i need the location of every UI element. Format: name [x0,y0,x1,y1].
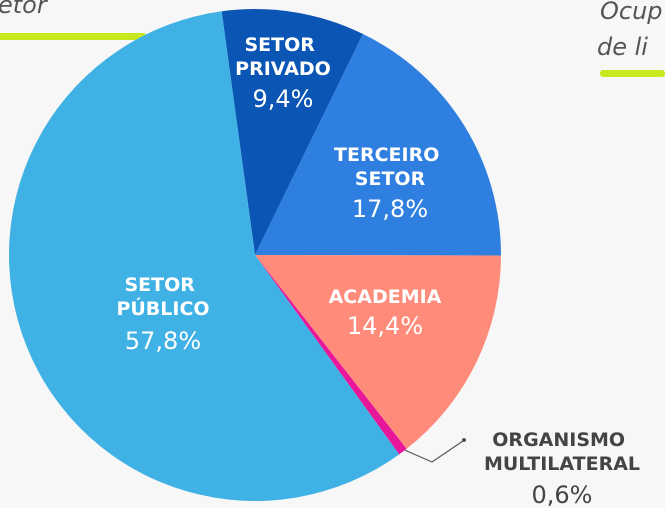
label-line: ACADEMIA [329,286,442,308]
label-line: PÚBLICO [116,296,209,320]
leader-dot [462,438,466,442]
slice [255,255,501,449]
value-label: 17,8% [352,195,428,223]
annotation: de li [597,33,648,61]
slice [255,33,501,256]
value-label: 14,4% [347,312,423,340]
leader-line [399,440,464,463]
label-line: MULTILATERAL [484,453,640,475]
label-line: PRIVADO [235,58,331,80]
slice-label: ORGANISMO MULTILATERAL [484,429,640,475]
value-label: 0,6% [532,481,593,508]
slice-label: SETOR PÚBLICO [116,274,209,320]
slice [255,255,407,455]
annotation: Ocup [600,0,663,25]
label-line: ORGANISMO [492,429,631,451]
slice-label: TERCEIRO SETOR [334,144,446,190]
label-line: SETOR [124,274,201,296]
label-line: TERCEIRO [334,144,446,166]
slice-label: SETOR PRIVADO [235,34,331,80]
slice-label: ACADEMIA [329,286,442,308]
slices [9,8,501,501]
slice [9,11,400,501]
label-line: SETOR [244,34,321,56]
label-line: SETOR [355,168,426,190]
annotation: etor [0,0,49,19]
slice [221,8,363,255]
value-label: 57,8% [125,327,201,355]
value-label: 9,4% [253,85,314,113]
underline [600,70,665,77]
underline [0,33,145,40]
